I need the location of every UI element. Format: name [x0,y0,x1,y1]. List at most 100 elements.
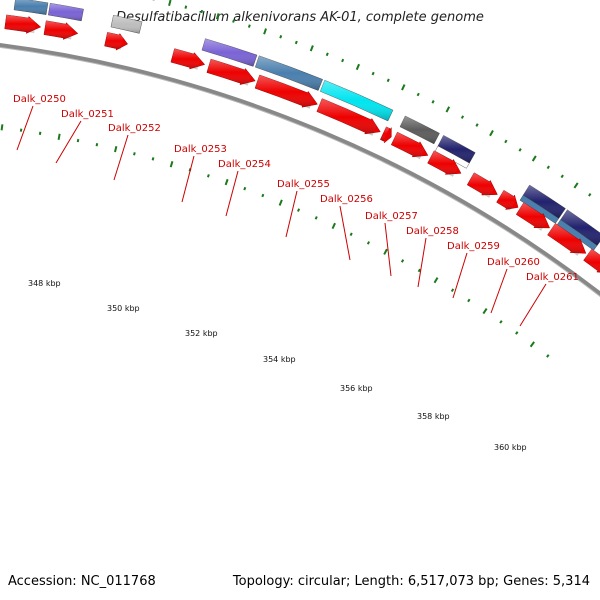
tick-mark [499,320,503,324]
tick-mark [355,63,361,71]
gene-leader-line [285,190,298,238]
gene-label: Dalk_0254 [218,159,271,170]
tick-mark [431,100,435,104]
gene-label: Dalk_0255 [277,179,330,190]
genome-summary-text: Topology: circular; Length: 6,517,073 bp… [232,574,590,589]
tick-mark [371,71,375,76]
tick-mark [95,143,99,147]
tick-mark [76,138,80,143]
feature-band-shade [13,0,48,15]
scale-label: 352 kbp [185,329,218,338]
tick-mark [341,58,345,63]
cds-arrow-shade [206,59,253,86]
scale-label: 354 kbp [263,355,296,364]
tick-mark [294,40,298,45]
tick-mark [475,123,479,127]
cds-arrow-shade [4,14,37,34]
tick-mark [279,35,283,39]
tick-mark [386,78,390,83]
gene-leader-line [490,268,508,314]
feature-band-shade [201,38,258,67]
tick-mark [113,145,118,153]
tick-mark [531,155,537,162]
tick-mark [467,298,471,303]
gene-label: Dalk_0260 [487,257,540,268]
tick-mark [349,232,353,237]
tick-mark [133,152,136,156]
tick-mark [515,331,519,335]
gene-leader-line [225,170,239,217]
tick-mark [261,193,265,198]
tick-mark [232,19,235,23]
cds-arrow-shade [380,126,390,141]
tick-mark [588,193,592,197]
tick-mark [433,277,439,284]
tick-mark [169,161,174,168]
gene-label: Dalk_0261 [526,272,579,283]
tick-mark [489,130,494,137]
tick-mark [168,0,172,7]
text-layer: Dalk_0250 Dalk_0251 Dalk_0252 Dalk_0253 Dalk… [13,94,579,452]
map-title: Desulfatibacillum alkenivorans AK-01, co… [116,10,484,25]
tick-mark [450,288,455,292]
feature-band-shade [560,209,600,246]
cds-arrow-shade [104,32,124,50]
gene-leader-line [113,134,129,181]
gene-leader-line [452,252,468,299]
gene-leader-line [55,120,82,164]
accession-text: Accession: NC_011768 [8,574,156,589]
feature-band-shade [320,80,393,121]
tick-mark [184,5,188,9]
tick-mark [278,199,283,206]
feature-band-shade [110,15,143,34]
cds-arrow-shade [547,223,586,256]
cds-arrow-shade [255,74,315,109]
cds-arrow-shade [170,48,202,70]
tick-mark [560,174,564,179]
scale-label: 358 kbp [417,412,450,421]
cds-arrow-shade [467,172,497,198]
tick-mark [546,165,550,170]
tick-mark [57,133,61,140]
feature-band-shade [255,55,323,91]
tick-mark [401,84,406,91]
feature-band-shade [48,3,84,21]
tick-mark [243,186,247,191]
tick-mark [263,28,267,35]
feature-band-shade [437,135,476,164]
cds-arrow-shade [583,249,600,273]
scale-label: 348 kbp [28,279,61,288]
gene-label: Dalk_0256 [320,194,373,205]
feature-layer [4,0,600,273]
gene-leader-line [417,237,427,288]
tick-mark [529,341,535,348]
tick-mark [460,115,465,119]
tick-mark [206,174,210,178]
tick-mark [400,259,405,263]
backbone-line [0,43,600,297]
leader-layer [16,105,547,327]
gene-leader-line [181,155,195,203]
tick-mark [38,131,42,135]
gene-leader-line [384,222,392,277]
cds-arrow-shade [496,190,518,211]
tick-mark [416,92,420,97]
tick-mark [325,52,329,57]
backbone-layer [0,43,600,298]
gene-label: Dalk_0258 [406,226,459,237]
tick-mark [314,216,318,220]
tick-mark [200,9,204,14]
tick-mark [331,222,336,230]
cds-arrow-shade [516,202,549,231]
gene-label: Dalk_0259 [447,241,500,252]
gene-label: Dalk_0250 [13,94,66,105]
cds-arrow-shade [316,98,379,136]
tick-layer [0,0,592,358]
tick-mark [546,354,550,358]
tick-mark [0,124,4,131]
scale-label: 360 kbp [494,443,527,452]
tick-mark [383,248,388,255]
scale-label: 350 kbp [107,304,140,313]
tick-mark [224,178,229,186]
cds-arrow-shade [427,150,460,177]
